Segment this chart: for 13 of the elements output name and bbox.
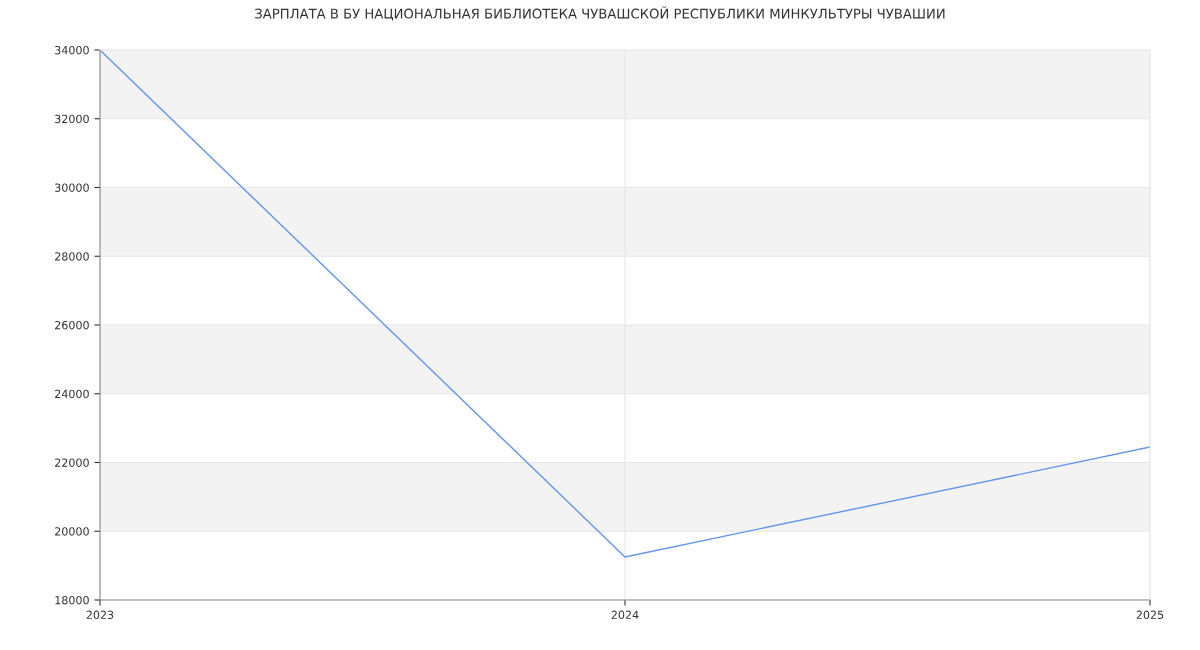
y-tick-label: 24000 xyxy=(55,389,89,399)
x-tick-label: 2023 xyxy=(86,610,114,620)
y-tick-label: 22000 xyxy=(55,458,89,467)
y-tick-label: 18000 xyxy=(55,595,89,605)
x-tick-label: 2024 xyxy=(611,610,639,620)
x-tick-label: 2025 xyxy=(1136,610,1164,620)
y-tick-label: 20000 xyxy=(55,527,89,536)
y-tick-label: 28000 xyxy=(55,252,89,261)
y-tick-label: 30000 xyxy=(55,183,89,192)
y-tick-label: 34000 xyxy=(55,45,89,55)
y-tick-label: 26000 xyxy=(55,320,89,330)
y-tick-label: 32000 xyxy=(55,114,89,124)
chart-title: ЗАРПЛАТА В БУ НАЦИОНАЛЬНАЯ БИБЛИОТЕКА ЧУВАШСКОЙ РЕСПУБЛИКИ МИНКУЛЬТУРЫ ЧУВАШИИ xyxy=(255,6,945,21)
